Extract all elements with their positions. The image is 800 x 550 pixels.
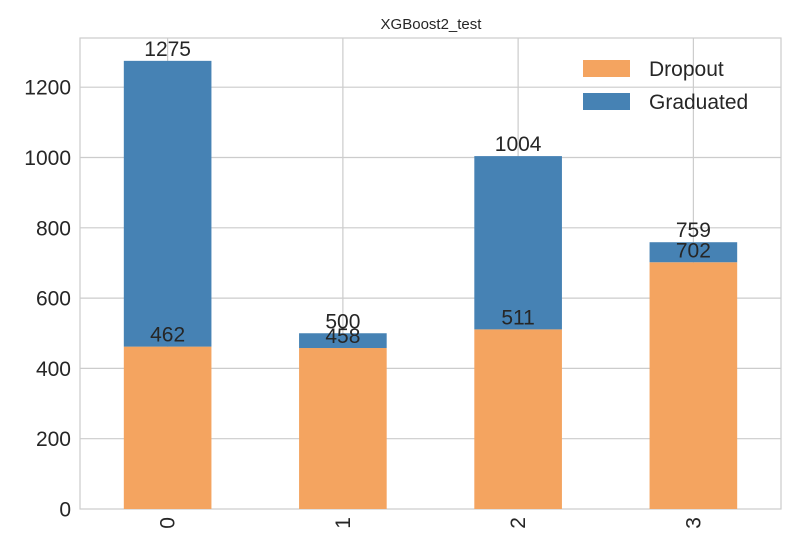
legend-swatch-graduated [583, 93, 630, 110]
legend-label-dropout: Dropout [649, 58, 724, 81]
bar-segment-dropout-3 [649, 262, 738, 509]
value-label: 1275 [144, 38, 191, 61]
value-label: 462 [150, 324, 185, 347]
bar-segment-dropout-0 [123, 346, 212, 509]
y-tick-label: 800 [36, 217, 71, 240]
bar-segment-graduated-3 [649, 242, 738, 263]
y-tick-label: 600 [36, 288, 71, 311]
legend-label-graduated: Graduated [649, 91, 748, 114]
value-label: 702 [676, 239, 711, 262]
y-tick-label: 0 [59, 499, 71, 522]
bar-segment-graduated-1 [299, 333, 387, 349]
legend-swatch-dropout [583, 60, 630, 77]
value-label: 759 [676, 219, 711, 242]
y-axis-ticks: 0 200 400 600 800 1000 1200 [24, 77, 71, 522]
x-axis-ticks: 0 1 2 3 [157, 517, 706, 529]
bars [123, 60, 738, 509]
x-tick-label: 3 [682, 517, 705, 529]
value-label: 500 [325, 310, 360, 333]
value-label: 458 [325, 325, 360, 348]
y-tick-label: 400 [36, 358, 71, 381]
bar-segment-graduated-0 [123, 60, 212, 347]
bar-segment-dropout-1 [299, 348, 387, 509]
bar-segment-graduated-2 [474, 156, 562, 330]
x-tick-label: 1 [332, 517, 355, 529]
chart-title: XGBoost2_test [381, 16, 483, 33]
y-tick-label: 200 [36, 428, 71, 451]
x-tick-label: 2 [507, 517, 530, 529]
bar-segment-dropout-2 [474, 329, 562, 509]
value-label: 511 [501, 306, 534, 329]
legend: Dropout Graduated [583, 58, 748, 114]
y-tick-label: 1200 [24, 77, 71, 100]
x-tick-label: 0 [157, 517, 180, 529]
y-tick-label: 1000 [24, 147, 71, 170]
value-label: 1004 [495, 133, 542, 156]
